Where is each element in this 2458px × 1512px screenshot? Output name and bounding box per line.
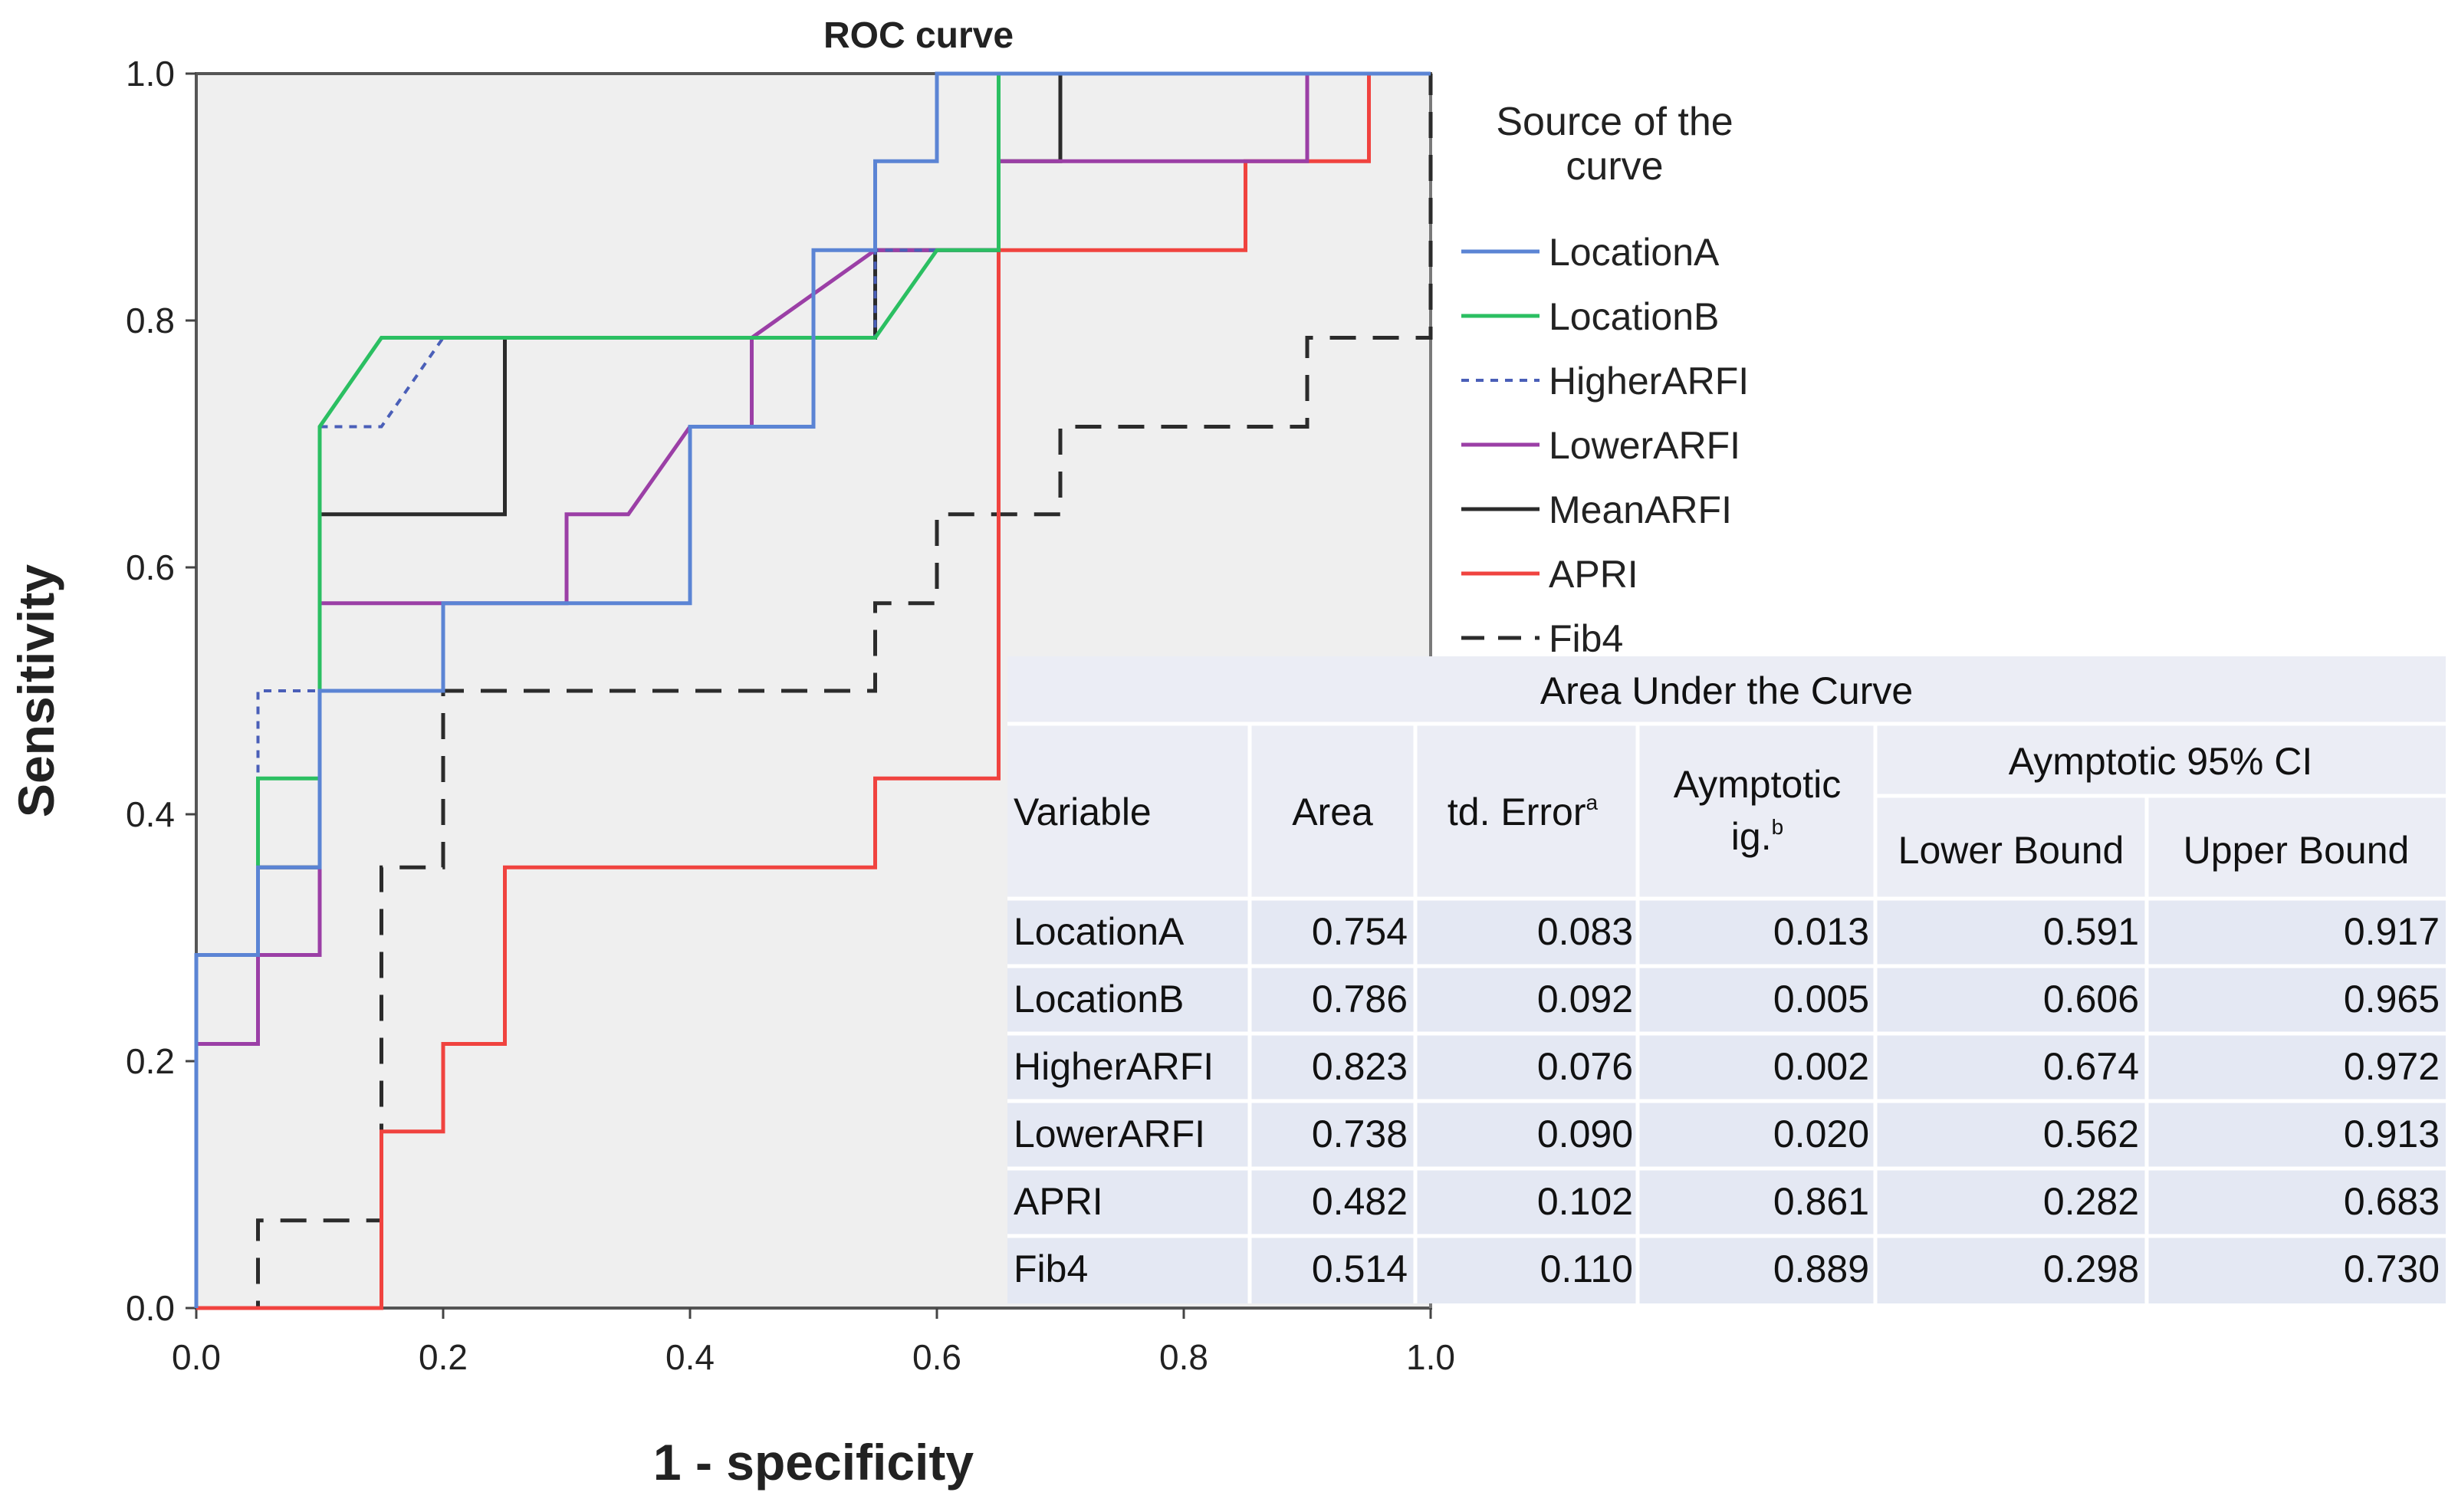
cell-upper: 0.730	[2344, 1247, 2440, 1290]
cell-sig: 0.002	[1773, 1045, 1869, 1088]
cell-area: 0.786	[1312, 978, 1408, 1021]
cell-upper: 0.913	[2344, 1113, 2440, 1155]
legend-label-locationa: LocationA	[1549, 231, 1720, 274]
header-asymptotic-line1: Aymptotic	[1674, 763, 1842, 806]
table-row: Fib4 0.514 0.110 0.889 0.298 0.730	[1014, 1247, 2440, 1290]
header-ci-group: Aymptotic 95% CI	[2009, 740, 2312, 783]
x-axis-ticks: 0.0 0.2 0.4 0.6 0.8 1.0	[172, 1308, 1455, 1377]
cell-upper: 0.972	[2344, 1045, 2440, 1088]
auc-table-header-band	[1007, 656, 2446, 899]
header-std-error: td. Errora	[1448, 791, 1599, 833]
header-variable: Variable	[1014, 791, 1152, 833]
cell-area: 0.738	[1312, 1113, 1408, 1155]
table-row: LocationB 0.786 0.092 0.005 0.606 0.965	[1014, 978, 2440, 1021]
legend: Source of the curve LocationA LocationB Hi…	[1461, 100, 1749, 660]
series-line-lowerarfi	[194, 71, 1431, 1308]
cell-lower: 0.591	[2043, 910, 2139, 953]
table-row: LocationA 0.754 0.083 0.013 0.591 0.917	[1014, 910, 2440, 953]
legend-label-locationb: LocationB	[1549, 295, 1719, 338]
cell-sig: 0.889	[1773, 1247, 1869, 1290]
cell-upper: 0.917	[2344, 910, 2440, 953]
y-axis-label: Sensitivity	[8, 564, 64, 817]
cell-lower: 0.282	[2043, 1180, 2139, 1223]
cell-lower: 0.606	[2043, 978, 2139, 1021]
legend-label-lowerarfi: LowerARFI	[1549, 424, 1740, 467]
cell-area: 0.514	[1312, 1247, 1408, 1290]
cell-std-error: 0.102	[1537, 1180, 1633, 1223]
cell-area: 0.482	[1312, 1180, 1408, 1223]
cell-lower: 0.674	[2043, 1045, 2139, 1088]
cell-variable: HigherARFI	[1014, 1045, 1214, 1088]
cell-sig: 0.013	[1773, 910, 1869, 953]
cell-sig: 0.861	[1773, 1180, 1869, 1223]
x-tick-label: 0.6	[912, 1337, 961, 1377]
x-tick-label: 0.2	[419, 1337, 468, 1377]
cell-std-error: 0.110	[1540, 1247, 1633, 1290]
header-lower-bound: Lower Bound	[1898, 829, 2124, 872]
chart-title: ROC curve	[823, 15, 1014, 56]
cell-std-error: 0.092	[1537, 978, 1633, 1021]
auc-table-gridlines	[1007, 721, 2446, 1303]
auc-table-title: Area Under the Curve	[1540, 669, 1913, 712]
x-tick-label: 0.8	[1159, 1337, 1208, 1377]
y-tick-label: 0.4	[126, 794, 175, 834]
x-tick-label: 0.0	[172, 1337, 221, 1377]
cell-std-error: 0.076	[1537, 1045, 1633, 1088]
cell-variable: Fib4	[1014, 1247, 1088, 1290]
legend-label-higherarfi: HigherARFI	[1549, 360, 1749, 403]
header-upper-bound: Upper Bound	[2184, 829, 2410, 872]
cell-upper: 0.683	[2344, 1180, 2440, 1223]
legend-items: LocationA LocationB HigherARFI LowerARFI Mea…	[1461, 231, 1749, 660]
legend-label-meanarfi: MeanARFI	[1549, 488, 1732, 531]
legend-label-apri: APRI	[1549, 553, 1638, 596]
x-tick-label: 0.4	[665, 1337, 715, 1377]
cell-area: 0.754	[1312, 910, 1408, 953]
series-line-fib4	[196, 74, 1433, 1310]
y-tick-label: 0.0	[126, 1288, 175, 1328]
cell-variable: LocationA	[1014, 910, 1185, 953]
cell-variable: LocationB	[1014, 978, 1184, 1021]
table-row: HigherARFI 0.823 0.076 0.002 0.674 0.972	[1014, 1045, 2440, 1088]
y-axis-ticks: 0.0 0.2 0.4 0.6 0.8 1.0	[126, 54, 196, 1328]
series-line-locationa	[194, 71, 1431, 1308]
cell-sig: 0.005	[1773, 978, 1869, 1021]
y-tick-label: 1.0	[126, 54, 175, 94]
cell-sig: 0.020	[1773, 1113, 1869, 1155]
cell-lower: 0.562	[2043, 1113, 2139, 1155]
table-row: APRI 0.482 0.102 0.861 0.282 0.683	[1014, 1180, 2440, 1223]
cell-std-error: 0.083	[1537, 910, 1633, 953]
y-tick-label: 0.6	[126, 547, 175, 587]
auc-table: Area Under the Curve Variable Area td. E…	[1007, 656, 2446, 1303]
y-tick-label: 0.2	[126, 1041, 175, 1081]
table-row: LowerARFI 0.738 0.090 0.020 0.562 0.913	[1014, 1113, 2440, 1155]
x-axis-label: 1 - specificity	[653, 1434, 974, 1491]
cell-std-error: 0.090	[1537, 1113, 1633, 1155]
header-asymptotic-line2: ig.b	[1731, 815, 1783, 858]
cell-variable: APRI	[1014, 1180, 1103, 1223]
cell-lower: 0.298	[2043, 1247, 2139, 1290]
cell-area: 0.823	[1312, 1045, 1408, 1088]
cell-variable: LowerARFI	[1014, 1113, 1205, 1155]
legend-label-fib4: Fib4	[1549, 617, 1623, 660]
y-tick-label: 0.8	[126, 301, 175, 340]
legend-title-line1: Source of the	[1496, 100, 1733, 144]
header-area: Area	[1292, 791, 1373, 833]
x-tick-label: 1.0	[1406, 1337, 1455, 1377]
cell-upper: 0.965	[2344, 978, 2440, 1021]
legend-title-line2: curve	[1566, 144, 1663, 189]
auc-table-rows: LocationA 0.754 0.083 0.013 0.591 0.917Locati…	[1014, 910, 2440, 1290]
